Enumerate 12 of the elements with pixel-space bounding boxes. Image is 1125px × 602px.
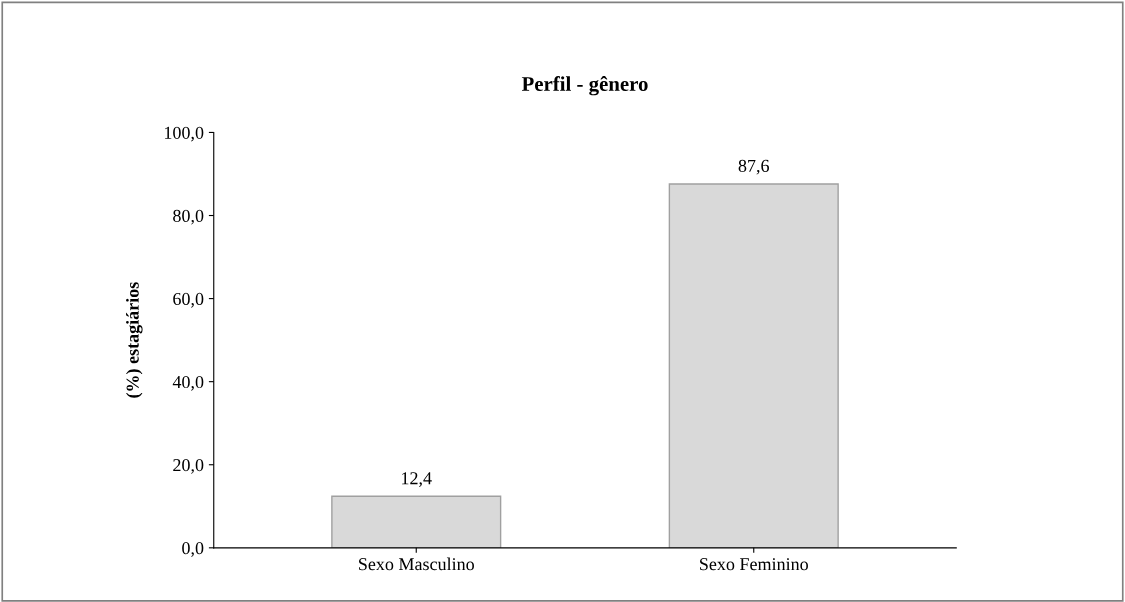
y-axis-title: (%) estagiários [126, 282, 143, 398]
x-tick-label: Sexo Masculino [359, 557, 474, 571]
y-tick-label: 0,0 [182, 542, 204, 557]
y-tick-label: 40,0 [172, 375, 204, 391]
y-tick-label: 60,0 [173, 292, 204, 308]
y-tick-label: 20,0 [173, 459, 204, 474]
data-label: 87,6 [738, 159, 770, 175]
y-tick-label: 100,0 [164, 126, 204, 142]
y-tick-label: 80,0 [173, 209, 204, 225]
data-label: 12,4 [402, 472, 432, 487]
x-tick-label: Sexo Feminino [700, 558, 808, 571]
chart-title: Perfil - gênero [521, 76, 648, 96]
